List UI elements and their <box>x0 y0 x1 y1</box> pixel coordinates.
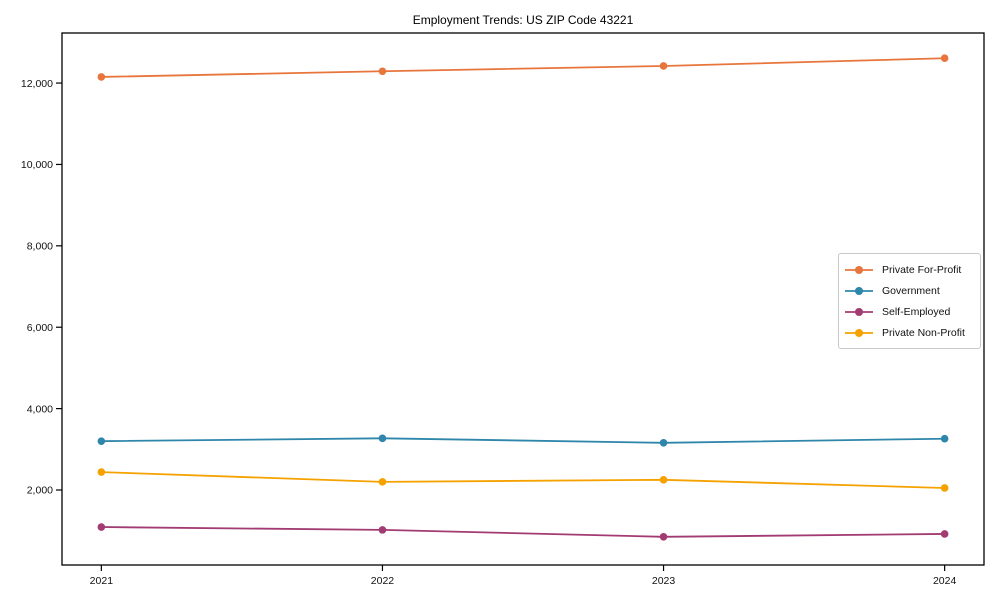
data-point-self-employed <box>378 526 387 534</box>
legend-item: Government <box>844 280 973 301</box>
legend-item: Self-Employed <box>844 301 973 322</box>
legend: Private For-Profit Government Self-Emplo… <box>838 253 981 349</box>
data-point-private-non-profit <box>940 484 949 492</box>
data-point-government <box>378 434 387 443</box>
x-tick-label: 2021 <box>90 575 114 587</box>
data-point-private-for-profit <box>940 54 949 63</box>
legend-label: Private Non-Profit <box>882 326 965 339</box>
data-point-government <box>659 438 668 447</box>
data-point-private-non-profit <box>659 476 668 484</box>
x-tick-label: 2024 <box>933 575 957 587</box>
y-tick-label: 2,000 <box>27 485 53 497</box>
y-tick-label: 4,000 <box>27 403 53 415</box>
series-line-private-non-profit <box>101 471 945 489</box>
y-tick-label: 10,000 <box>21 159 53 171</box>
y-tick-label: 6,000 <box>27 322 53 334</box>
data-point-private-for-profit <box>97 73 106 81</box>
data-point-self-employed <box>940 530 949 538</box>
legend-label: Self-Employed <box>882 305 951 318</box>
legend-line-marker-icon <box>845 328 873 337</box>
data-point-private-for-profit <box>378 67 387 76</box>
plot-border <box>61 32 985 566</box>
legend-item: Private For-Profit <box>844 259 973 280</box>
data-point-private-non-profit <box>378 478 387 486</box>
x-tick-label: 2022 <box>371 575 395 587</box>
data-point-self-employed <box>659 532 668 541</box>
legend-line-marker-icon <box>845 265 873 274</box>
data-point-government <box>940 434 949 443</box>
legend-item: Private Non-Profit <box>844 322 973 343</box>
series-line-private-for-profit <box>101 57 945 78</box>
chart-title: Employment Trends: US ZIP Code 43221 <box>412 13 634 27</box>
legend-label: Government <box>882 284 940 297</box>
x-tick-label: 2023 <box>652 575 676 587</box>
legend-line-marker-icon <box>845 307 873 316</box>
data-point-private-for-profit <box>659 62 668 70</box>
series-line-government <box>101 437 945 444</box>
y-tick-label: 8,000 <box>27 241 53 253</box>
data-point-self-employed <box>97 523 106 531</box>
legend-label: Private For-Profit <box>882 263 962 276</box>
y-tick-label: 12,000 <box>21 78 53 90</box>
series-line-self-employed <box>101 526 945 538</box>
data-point-government <box>97 437 106 445</box>
data-point-private-non-profit <box>97 468 106 476</box>
legend-line-marker-icon <box>845 286 873 295</box>
